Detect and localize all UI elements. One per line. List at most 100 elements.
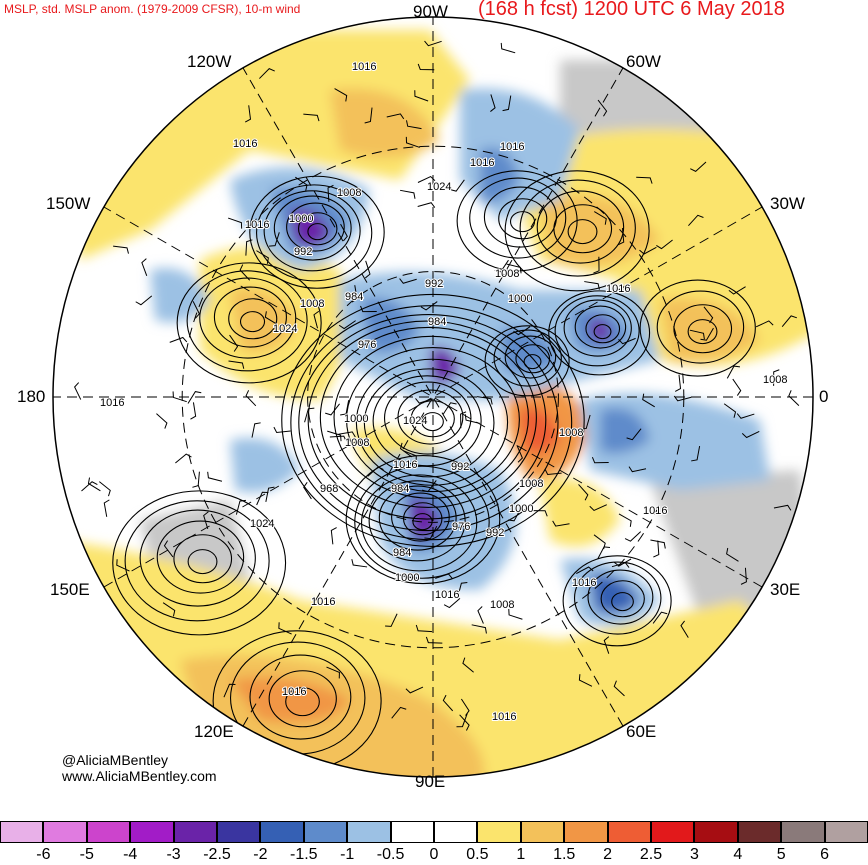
isobar	[587, 569, 654, 625]
wind-barb	[613, 680, 625, 697]
wind-barb	[74, 382, 82, 400]
wind-barb	[245, 239, 253, 256]
wind-barb	[417, 175, 436, 183]
wind-barb	[399, 442, 413, 458]
colorbar-tick-label: 4	[733, 846, 743, 863]
colorbar-tick-label: 1.5	[553, 846, 576, 863]
wind-barb	[338, 431, 356, 438]
isobar-label: 992	[451, 461, 469, 473]
wind-barb	[141, 258, 148, 276]
wind-barb	[364, 107, 373, 124]
wind-barb	[424, 525, 438, 540]
isobar	[519, 179, 636, 277]
wind-barb	[228, 360, 245, 369]
wind-barb	[508, 608, 523, 620]
wind-barb	[462, 657, 474, 673]
isobar-label: 984	[393, 547, 411, 559]
wind-barb	[603, 636, 610, 654]
wind-barb	[502, 95, 512, 112]
wind-barb	[264, 311, 278, 325]
isobar	[574, 305, 627, 349]
isobar	[600, 580, 645, 618]
wind-barb	[244, 105, 252, 123]
wind-barb	[265, 486, 275, 502]
isobar	[307, 320, 547, 520]
isobar	[228, 298, 278, 340]
colorbar-tick-label: 0.5	[466, 846, 489, 863]
isobar	[112, 490, 287, 636]
isobar	[573, 561, 662, 635]
colorbar-tick-label: 3	[689, 846, 699, 863]
wind-barb	[618, 337, 636, 345]
colorbar-swatch	[390, 821, 434, 843]
wind-barb	[788, 390, 800, 406]
colorbar-swatch	[173, 821, 217, 843]
wind-barb	[325, 403, 340, 416]
colorbar-swatch	[564, 821, 608, 843]
isobar	[156, 520, 245, 594]
isobar	[173, 534, 233, 584]
wind-barb	[405, 136, 420, 148]
wind-barb	[691, 445, 701, 462]
wind-barb	[732, 378, 742, 396]
lon-label-30w: 30W	[770, 194, 805, 213]
meridian-line	[242, 67, 624, 727]
isobar-label: 984	[345, 291, 363, 303]
isobar-label: 1000	[508, 293, 532, 305]
wind-barb	[578, 674, 593, 687]
wind-barb	[334, 88, 348, 102]
isobar	[483, 186, 557, 248]
isobar	[307, 223, 328, 241]
isobar	[656, 290, 745, 364]
meridian-line	[242, 67, 624, 727]
wind-barb	[741, 430, 760, 439]
colorbar-swatch	[824, 821, 868, 843]
wind-barb	[464, 414, 480, 424]
colorbar-swatch	[86, 821, 131, 843]
wind-barb	[403, 450, 417, 462]
colorbar-swatch	[694, 821, 738, 843]
wind-barb	[163, 540, 174, 558]
lon-label-30e: 30E	[770, 580, 801, 599]
lon-label-90e: 90E	[415, 772, 446, 791]
isobar-label: 984	[391, 483, 409, 495]
colorbar-swatch	[0, 821, 44, 843]
wind-barb	[385, 613, 398, 627]
isobar	[363, 368, 495, 478]
isobar-label: 1016	[572, 577, 596, 589]
lon-label-120w: 120W	[187, 52, 232, 71]
wind-barb	[781, 315, 797, 327]
wind-barb	[227, 217, 243, 229]
isobar	[263, 190, 361, 272]
isobar	[421, 412, 444, 432]
isobar	[536, 190, 625, 264]
isobar-label: 1016	[282, 686, 306, 698]
isobar-label: 1024	[250, 518, 274, 530]
colorbar-swatch	[347, 821, 391, 843]
isobar	[563, 299, 632, 357]
wind-barb	[626, 428, 642, 441]
wind-barb	[728, 286, 746, 295]
isobar-label: 1016	[233, 138, 257, 150]
colorbar-tick-label: 0	[429, 846, 439, 863]
colorbar-tick-label: -4	[123, 846, 138, 863]
map-title: MSLP, std. MSLP anom. (1979-2009 CFSR), …	[4, 2, 301, 16]
wind-barb	[653, 540, 660, 558]
isobar-label: 1008	[763, 374, 787, 386]
isobar-label: 1016	[470, 157, 494, 169]
wind-barb	[251, 422, 261, 438]
isobar-label: 1016	[311, 596, 335, 608]
wind-barb	[442, 402, 457, 415]
wind-barb	[203, 511, 209, 530]
wind-barb	[636, 176, 653, 184]
wind-barb	[304, 407, 315, 423]
wind-barb	[552, 520, 570, 527]
wind-barb	[135, 295, 153, 306]
isobar-label: 1016	[435, 589, 459, 601]
wind-barb	[508, 508, 522, 522]
wind-barb	[593, 534, 606, 550]
isobar	[187, 549, 218, 575]
isobar-label: 1000	[395, 572, 419, 584]
wind-barb	[456, 713, 468, 728]
